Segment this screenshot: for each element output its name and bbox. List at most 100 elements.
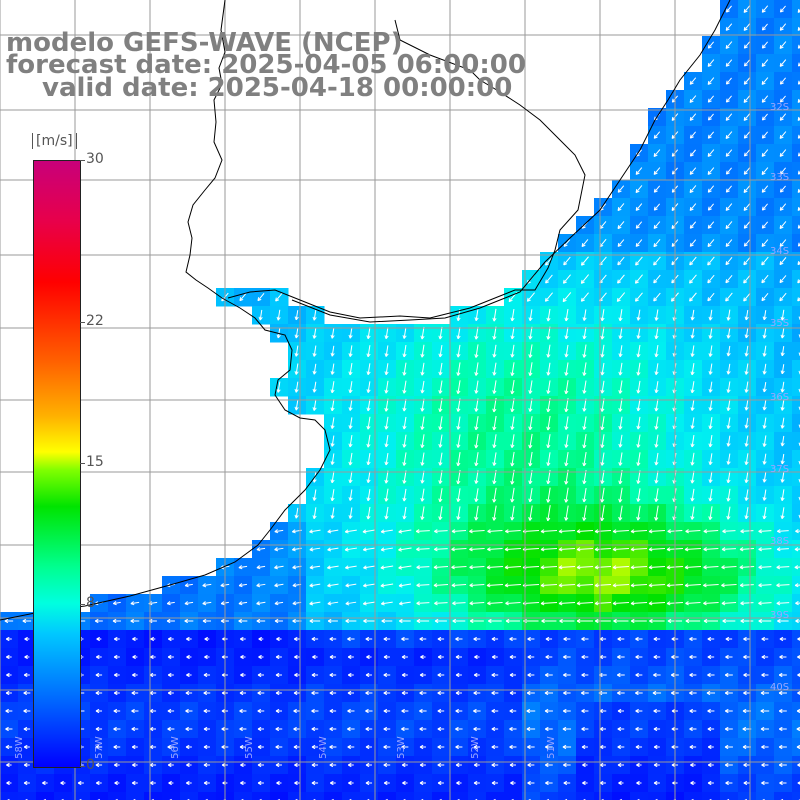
wind-arrow bbox=[546, 415, 551, 431]
wind-arrow bbox=[779, 167, 787, 175]
wind-arrow bbox=[654, 452, 659, 466]
wind-cell bbox=[36, 792, 55, 800]
wind-arrow bbox=[703, 601, 719, 606]
wind-arrow bbox=[420, 326, 425, 340]
wind-arrow bbox=[492, 434, 497, 449]
wind-arrow bbox=[312, 654, 318, 660]
wind-arrow bbox=[491, 744, 499, 750]
wind-arrow bbox=[707, 672, 715, 678]
wind-arrow bbox=[707, 256, 715, 266]
wind-arrow bbox=[528, 416, 533, 431]
wind-arrow bbox=[546, 505, 551, 522]
wind-arrow bbox=[761, 203, 768, 211]
wind-arrow bbox=[294, 762, 300, 768]
wind-arrow bbox=[618, 345, 623, 358]
wind-arrow bbox=[275, 690, 282, 696]
wind-arrow bbox=[797, 763, 800, 767]
wind-arrow bbox=[130, 618, 140, 624]
wind-arrow bbox=[540, 565, 558, 570]
wind-arrow bbox=[762, 381, 767, 393]
wind-arrow bbox=[398, 547, 412, 552]
wind-arrow bbox=[599, 762, 606, 768]
wind-arrow bbox=[203, 690, 211, 696]
wind-arrow bbox=[703, 529, 719, 534]
wind-arrow bbox=[744, 471, 749, 484]
wind-arrow bbox=[474, 398, 479, 412]
wind-arrow bbox=[504, 547, 522, 552]
wind-arrow bbox=[492, 505, 497, 521]
wind-arrow bbox=[330, 381, 335, 394]
wind-arrow bbox=[796, 726, 800, 732]
wind-arrow bbox=[362, 529, 376, 534]
wind-arrow bbox=[256, 601, 266, 606]
wind-arrow bbox=[600, 362, 605, 376]
wind-arrow bbox=[690, 345, 695, 357]
colorbar-tick bbox=[80, 766, 85, 767]
wind-arrow bbox=[383, 672, 391, 678]
wind-arrow bbox=[599, 744, 606, 750]
wind-arrow bbox=[653, 762, 660, 768]
wind-arrow bbox=[721, 547, 736, 552]
wind-arrow bbox=[744, 309, 749, 321]
wind-arrow bbox=[721, 583, 737, 588]
wind-arrow bbox=[329, 762, 337, 768]
wind-arrow bbox=[758, 601, 772, 606]
wind-arrow bbox=[761, 41, 768, 49]
wind-arrow bbox=[724, 690, 733, 696]
wind-arrow bbox=[330, 471, 335, 484]
wind-arrow bbox=[636, 416, 641, 430]
wind-arrow bbox=[492, 308, 497, 322]
wind-arrow bbox=[95, 744, 103, 750]
wind-arrow bbox=[257, 780, 264, 786]
wind-arrow bbox=[383, 636, 391, 642]
wind-arrow bbox=[546, 326, 551, 340]
wind-arrow bbox=[456, 434, 461, 448]
wind-arrow bbox=[562, 274, 571, 284]
wind-arrow bbox=[762, 327, 767, 339]
valid-date: valid date: 2025-04-18 00:00:00 bbox=[42, 73, 513, 103]
wind-arrow bbox=[491, 780, 498, 786]
wind-arrow bbox=[366, 363, 371, 375]
wind-arrow bbox=[474, 654, 480, 660]
wind-arrow bbox=[329, 636, 337, 642]
wind-arrow bbox=[309, 565, 321, 570]
wind-arrow bbox=[77, 780, 84, 786]
wind-arrow bbox=[576, 565, 594, 570]
wind-arrow bbox=[761, 23, 768, 31]
wind-arrow bbox=[5, 726, 13, 732]
wind-arrow bbox=[149, 780, 156, 786]
wind-arrow bbox=[744, 435, 749, 447]
wind-cell bbox=[180, 792, 199, 800]
wind-arrow bbox=[455, 690, 462, 696]
wind-arrow bbox=[23, 690, 31, 696]
wind-arrow bbox=[456, 380, 461, 395]
wind-arrow bbox=[581, 690, 589, 696]
wind-arrow bbox=[794, 547, 800, 552]
wind-arrow bbox=[708, 345, 713, 357]
longitude-label: 53W bbox=[395, 736, 407, 759]
wind-arrow bbox=[258, 309, 263, 321]
wind-arrow bbox=[743, 292, 751, 302]
wind-arrow bbox=[779, 23, 787, 31]
wind-arrow bbox=[256, 618, 266, 624]
wind-arrow bbox=[726, 381, 731, 393]
wind-cell bbox=[324, 792, 343, 800]
wind-arrow bbox=[546, 487, 551, 503]
wind-arrow bbox=[365, 672, 372, 678]
wind-arrow bbox=[309, 529, 321, 534]
wind-arrow bbox=[131, 744, 138, 750]
wind-arrow bbox=[348, 345, 353, 357]
wind-arrow bbox=[744, 453, 749, 466]
wind-arrow bbox=[653, 149, 661, 157]
wind-arrow bbox=[293, 708, 301, 714]
wind-arrow bbox=[708, 453, 713, 465]
wind-arrow bbox=[186, 762, 192, 768]
wind-arrow bbox=[635, 708, 643, 714]
wind-arrow bbox=[761, 744, 769, 750]
wind-arrow bbox=[762, 310, 767, 321]
wind-arrow bbox=[636, 398, 641, 412]
wind-arrow bbox=[653, 744, 660, 750]
wind-cell bbox=[630, 792, 649, 800]
wind-arrow bbox=[564, 362, 569, 376]
